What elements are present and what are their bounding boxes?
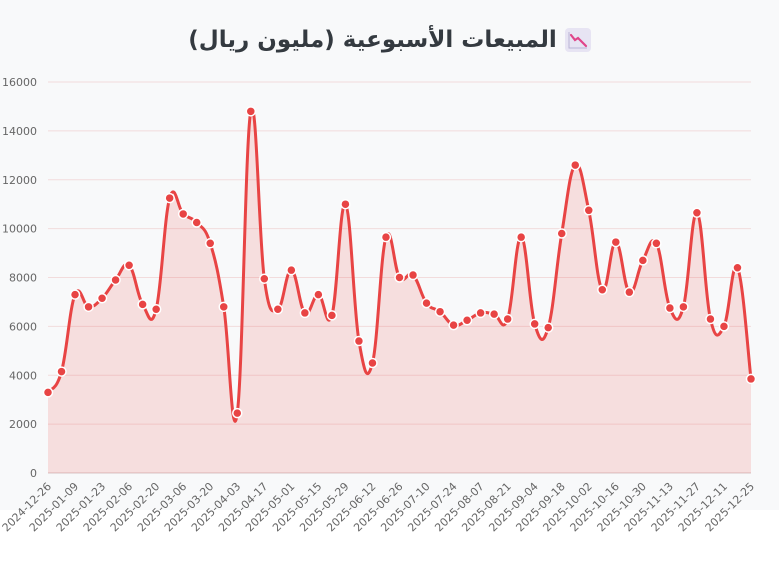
data-point [502, 313, 513, 325]
y-tick-label: 10000 [2, 223, 37, 236]
data-point [434, 306, 446, 317]
data-point [461, 315, 473, 326]
data-point [218, 301, 229, 313]
data-point [394, 272, 405, 283]
data-point [232, 407, 243, 419]
chart-title-row: المبيعات الأسبوعية (مليون ريال) [0, 22, 779, 58]
data-point [326, 310, 338, 321]
data-point [380, 231, 392, 243]
data-point [191, 217, 202, 228]
y-tick-label: 0 [30, 467, 37, 480]
data-point [651, 238, 662, 249]
data-point [137, 299, 148, 310]
chart-title: المبيعات الأسبوعية (مليون ريال) [188, 27, 557, 53]
data-point [678, 301, 689, 313]
data-point [245, 106, 257, 117]
area-fill [48, 108, 751, 474]
data-point [556, 228, 567, 239]
data-point [259, 273, 270, 284]
data-point [691, 207, 703, 218]
data-point [42, 387, 54, 398]
data-point [286, 264, 297, 276]
data-point [150, 304, 162, 315]
data-point [448, 319, 459, 331]
data-point [96, 293, 108, 304]
data-point [597, 284, 608, 295]
y-tick-label: 8000 [9, 272, 37, 285]
data-point [299, 307, 311, 319]
data-point [570, 159, 581, 171]
data-point [624, 286, 635, 298]
y-tick-label: 16000 [2, 76, 37, 89]
data-point [664, 302, 676, 314]
data-point [272, 304, 284, 315]
data-point [488, 308, 500, 320]
data-point [529, 318, 540, 330]
data-point [745, 373, 757, 385]
chart-decreasing-icon [564, 28, 591, 52]
data-point [177, 208, 189, 220]
data-point [515, 231, 527, 243]
data-point [421, 297, 432, 309]
data-point [542, 322, 554, 333]
data-point [340, 198, 351, 210]
data-point [475, 307, 486, 319]
data-point [69, 289, 81, 300]
y-tick-label: 2000 [9, 418, 37, 431]
data-point [367, 357, 378, 369]
data-point [718, 321, 730, 332]
data-point [83, 301, 94, 313]
y-tick-label: 12000 [2, 174, 37, 187]
data-point [353, 335, 365, 347]
chart-card: المبيعات الأسبوعية (مليون ريال) [0, 22, 779, 58]
data-point [123, 260, 135, 271]
data-point [705, 313, 716, 325]
data-point [164, 192, 175, 204]
data-point [407, 269, 419, 281]
data-point [610, 236, 622, 248]
data-point [110, 274, 121, 286]
data-point [583, 205, 595, 216]
data-point [637, 255, 649, 266]
y-tick-label: 14000 [2, 125, 37, 138]
y-tick-label: 4000 [9, 369, 37, 382]
y-tick-label: 6000 [9, 320, 37, 333]
data-point [732, 262, 743, 273]
data-point [56, 366, 67, 377]
data-point [204, 238, 216, 249]
data-point [313, 289, 324, 300]
